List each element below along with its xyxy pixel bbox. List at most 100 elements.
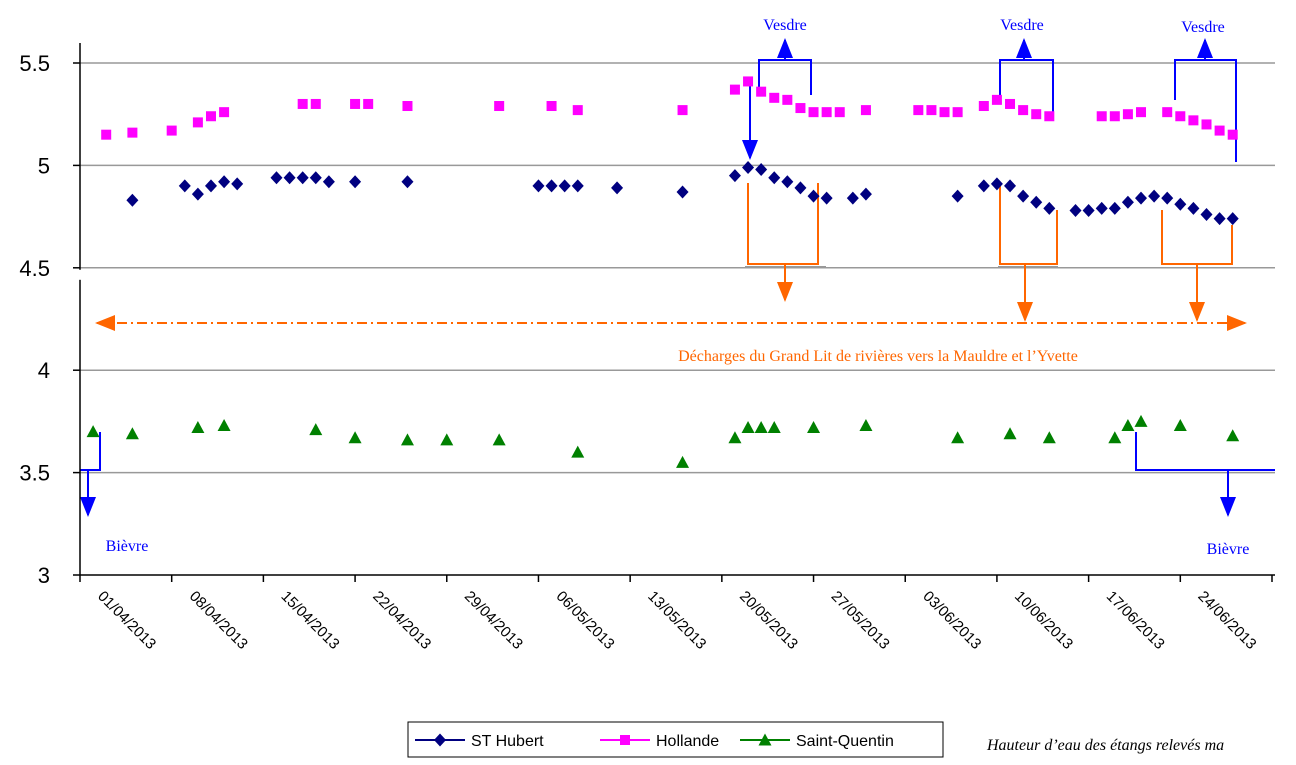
marker [1148, 189, 1161, 203]
legend-label: Hollande [656, 733, 719, 750]
marker [231, 177, 244, 191]
marker [192, 117, 203, 128]
marker [348, 431, 362, 444]
x-tick-label: 27/05/2013 [828, 588, 893, 653]
marker [494, 101, 505, 112]
marker [754, 421, 768, 434]
marker [1175, 111, 1186, 122]
marker [782, 94, 793, 105]
x-tick-label: 08/04/2013 [186, 588, 251, 653]
marker [270, 171, 283, 185]
marker [728, 431, 742, 444]
axis-break [77, 269, 83, 280]
marker [1200, 208, 1213, 222]
marker [1135, 191, 1148, 205]
marker [743, 76, 754, 87]
marker [571, 445, 585, 458]
marker [1005, 98, 1016, 109]
marker [741, 421, 755, 434]
marker [951, 431, 965, 444]
marker [532, 179, 545, 193]
marker [794, 181, 807, 195]
grid [80, 62, 1275, 474]
y-tick-label: 3 [38, 563, 50, 588]
marker [310, 98, 321, 109]
marker [1003, 427, 1017, 440]
marker [296, 171, 309, 185]
marker [363, 98, 374, 109]
marker [913, 105, 924, 116]
marker [756, 86, 767, 97]
axes [73, 43, 1275, 582]
x-tick-label: 24/06/2013 [1194, 588, 1259, 653]
marker [545, 179, 558, 193]
marker [611, 181, 624, 195]
y-tick-label: 4 [38, 358, 50, 383]
marker [127, 127, 138, 138]
marker [1096, 111, 1107, 122]
marker [768, 171, 781, 185]
marker [1201, 119, 1212, 130]
marker [1173, 418, 1187, 431]
marker [572, 105, 583, 116]
marker [758, 733, 772, 746]
legend-label: Saint-Quentin [796, 733, 894, 750]
marker [1095, 201, 1108, 215]
marker [322, 175, 335, 189]
marker [191, 421, 205, 434]
x-tick-label: 13/05/2013 [644, 588, 709, 653]
marker [1136, 107, 1147, 118]
annotation: Vesdre [1000, 17, 1044, 34]
marker [795, 103, 806, 114]
marker [402, 101, 413, 112]
marker [676, 455, 690, 468]
marker [620, 735, 630, 745]
marker [1109, 111, 1120, 122]
marker [1214, 125, 1225, 136]
marker [1161, 191, 1174, 205]
marker [1030, 195, 1043, 209]
marker [1188, 115, 1199, 126]
marker [350, 98, 361, 109]
marker [1043, 201, 1056, 215]
marker [204, 179, 217, 193]
x-tick-label: 03/06/2013 [919, 588, 984, 653]
marker [769, 92, 780, 103]
marker [676, 185, 689, 199]
marker [978, 101, 989, 112]
marker [860, 105, 871, 116]
marker [1174, 197, 1187, 211]
x-tick-label: 17/06/2013 [1103, 588, 1168, 653]
marker [1108, 201, 1121, 215]
annotation: Bièvre [106, 538, 149, 555]
marker [859, 418, 873, 431]
marker [677, 105, 688, 116]
marker [990, 177, 1003, 191]
marker [781, 175, 794, 189]
marker [939, 107, 950, 118]
marker [205, 111, 216, 122]
marker [991, 94, 1002, 105]
marker [558, 179, 571, 193]
marker [126, 193, 139, 207]
marker [1226, 212, 1239, 226]
marker [571, 179, 584, 193]
marker [1108, 431, 1122, 444]
note: Hauteur d’eau des étangs relevés ma [986, 737, 1224, 754]
marker [434, 733, 446, 747]
marker [820, 191, 833, 205]
marker [309, 171, 322, 185]
marker [977, 179, 990, 193]
marker [1082, 203, 1095, 217]
marker [1134, 414, 1148, 427]
marker [1004, 179, 1017, 193]
marker [807, 421, 821, 434]
marker [401, 175, 414, 189]
x-tick-label: 15/04/2013 [278, 588, 343, 653]
marker [926, 105, 937, 116]
x-tick-label: 29/04/2013 [461, 588, 526, 653]
marker [755, 162, 768, 176]
marker [217, 418, 231, 431]
